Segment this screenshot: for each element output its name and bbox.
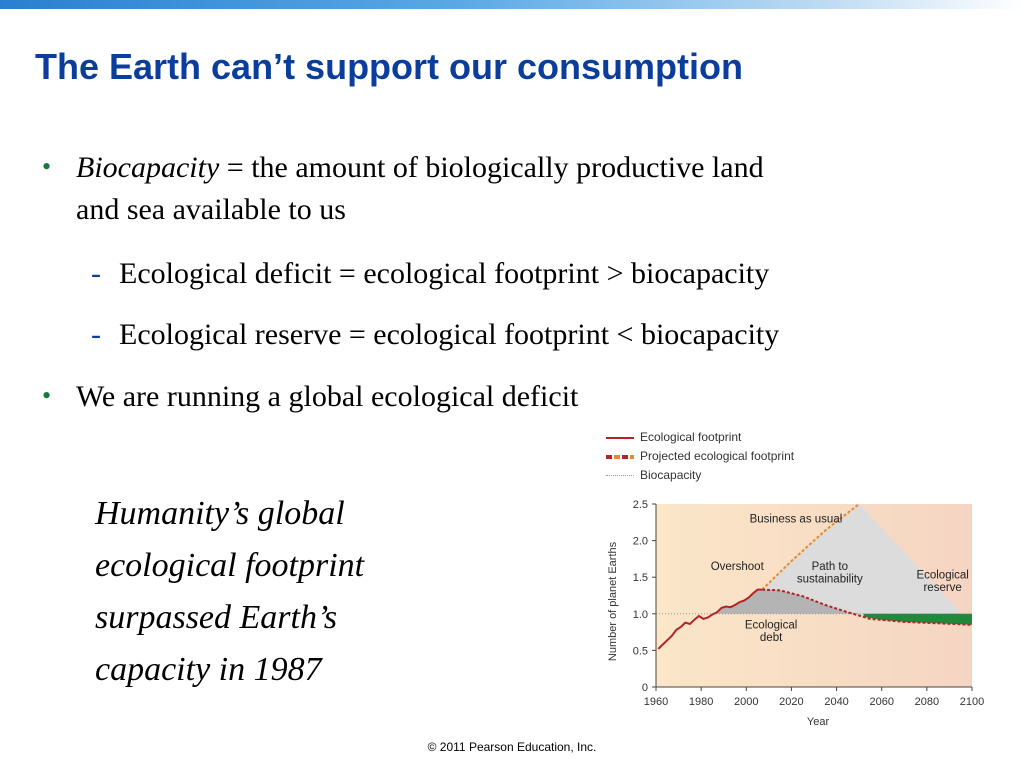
legend-label: Projected ecological footprint: [640, 449, 795, 463]
chart-annotation: Overshoot: [711, 561, 765, 573]
ecological-footprint-line: [657, 588, 763, 650]
business-as-usual-region: [762, 504, 972, 625]
chart-annotation: debt: [760, 632, 783, 644]
footprint-chart: 0 0.5 1.0 1.5 2.0 2.5 1960 1980 2000 2020 2040 2060…: [607, 499, 984, 728]
bullet-global-deficit: • We are running a global ecological def…: [42, 376, 976, 418]
biocapacity-term: Biocapacity: [76, 151, 220, 184]
x-tick-label: 1960: [644, 696, 668, 708]
x-tick-label: 2080: [915, 696, 939, 708]
chart-annotation: Ecological: [916, 570, 968, 582]
figure-caption: Humanity’s global ecological footprint s…: [95, 495, 365, 688]
y-tick-label: 2.0: [633, 536, 648, 548]
bullet-biocapacity: • Biocapacity = the amount of biological…: [42, 147, 1016, 231]
sub-bullet-dash: -: [91, 257, 101, 290]
biocapacity-definition: = the amount of biologically productive …: [219, 151, 764, 184]
chart-legend: Ecological footprint Projected ecologica…: [606, 428, 794, 485]
x-axis-label: Year: [807, 716, 830, 728]
chart-annotation: Path to: [812, 561, 848, 573]
slide-title: The Earth can’t support our consumption: [35, 46, 744, 87]
legend-swatch-footprint: [606, 437, 634, 439]
deficit-text: Ecological deficit = ecological footprin…: [119, 257, 770, 290]
ecological-debt-region: [716, 589, 864, 614]
x-tick-label: 2040: [824, 696, 848, 708]
chart-annotation: sustainability: [797, 573, 863, 585]
projected-footprint-line: [761, 503, 860, 591]
x-tick-label: 2060: [869, 696, 893, 708]
copyright-notice: © 2011 Pearson Education, Inc.: [427, 740, 597, 754]
y-tick-label: 1.5: [633, 572, 648, 584]
ecological-reserve-region: [863, 613, 972, 625]
legend-item-projected: Projected ecological footprint: [606, 447, 794, 466]
bullet-dot: •: [42, 152, 52, 181]
legend-label: Biocapacity: [640, 468, 702, 482]
bullet-dot: •: [42, 381, 52, 410]
legend-swatch-biocapacity: [606, 475, 634, 476]
y-tick-label: 0.5: [633, 645, 648, 657]
y-axis-label: Number of planet Earths: [607, 541, 619, 661]
chart-annotation: reserve: [923, 582, 961, 594]
sub-bullet-deficit: - Ecological deficit = ecological footpr…: [91, 253, 770, 295]
global-deficit-text: We are running a global ecological defic…: [76, 380, 579, 413]
legend-item-biocapacity: Biocapacity: [606, 466, 794, 485]
x-tick-label: 2020: [779, 696, 803, 708]
y-tick-label: 2.5: [633, 499, 648, 511]
chart-annotation: Business as usual: [750, 513, 843, 525]
biocapacity-definition-line2: and sea available to us: [76, 193, 346, 226]
top-gradient-bar: [0, 0, 1024, 9]
x-tick-label: 2000: [734, 696, 758, 708]
reserve-text: Ecological reserve = ecological footprin…: [119, 318, 780, 351]
legend-label: Ecological footprint: [640, 430, 742, 444]
y-tick-label: 0: [642, 682, 648, 694]
path-to-sustainability-line: [762, 588, 973, 626]
y-tick-label: 1.0: [633, 609, 648, 621]
legend-item-footprint: Ecological footprint: [606, 428, 794, 447]
x-tick-label: 2100: [960, 696, 984, 708]
legend-swatch-projected: [606, 455, 634, 459]
sub-bullet-dash: -: [91, 318, 101, 351]
sub-bullet-reserve: - Ecological reserve = ecological footpr…: [91, 314, 780, 356]
x-tick-label: 1980: [689, 696, 713, 708]
chart-annotation: Ecological: [745, 619, 797, 631]
